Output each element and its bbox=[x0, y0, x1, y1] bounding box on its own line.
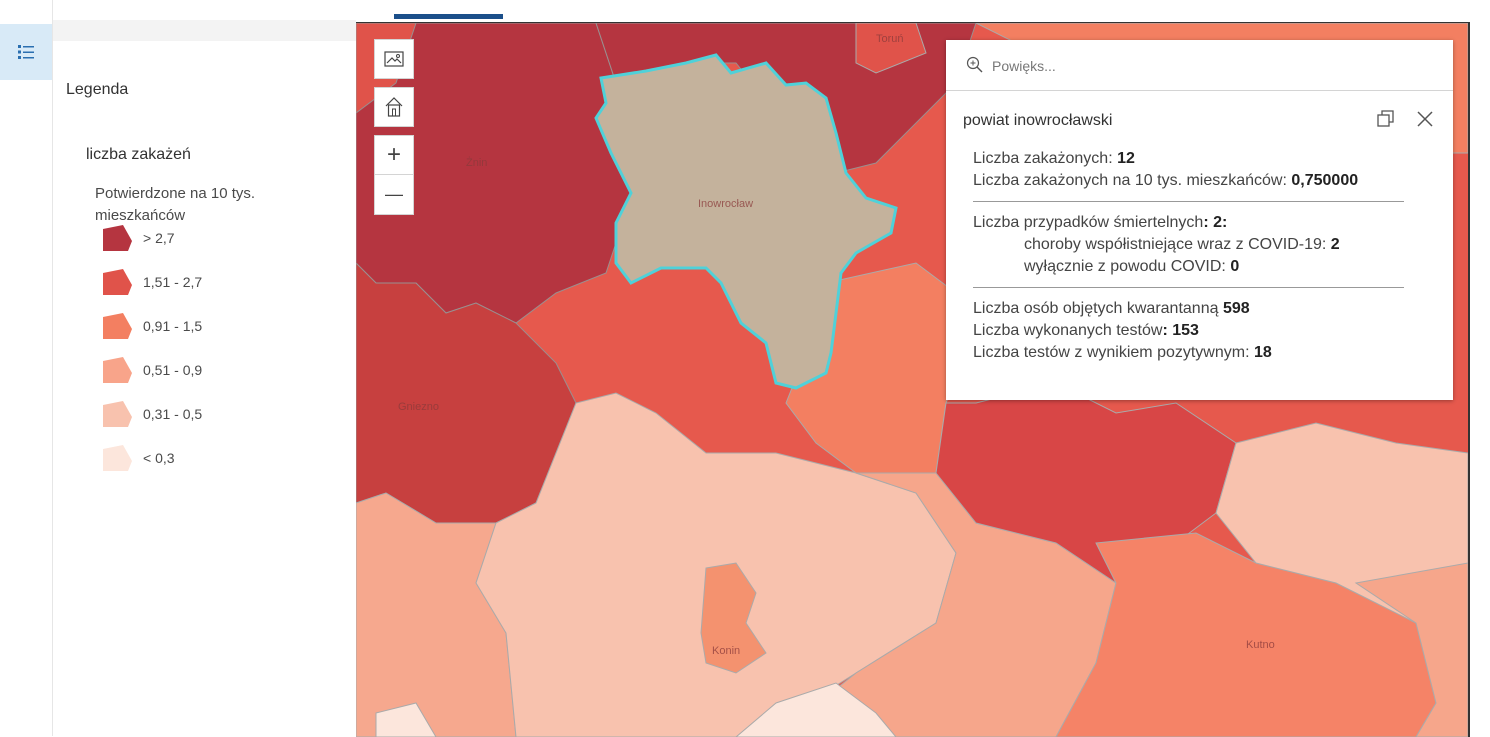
image-icon bbox=[384, 51, 404, 67]
legend-item: < 0,3 bbox=[103, 443, 175, 473]
legend-item: 0,31 - 0,5 bbox=[103, 399, 202, 429]
quarantine-label: Liczba osób objętych kwarantanną bbox=[973, 300, 1219, 317]
comorbid-row: choroby współistniejące wraz z COVID-19:… bbox=[973, 234, 1433, 256]
legend-swatch bbox=[103, 225, 132, 251]
zoom-search-icon bbox=[966, 56, 983, 73]
search-input[interactable] bbox=[990, 52, 1414, 80]
quarantine-row: Liczba osób objętych kwarantanną 598 bbox=[973, 298, 1433, 320]
dock-icon[interactable] bbox=[1375, 108, 1397, 130]
district-torun-city[interactable] bbox=[855, 23, 927, 74]
legend-swatch bbox=[103, 313, 132, 339]
legend-panel: Legenda liczba zakażeń Potwierdzone na 1… bbox=[53, 20, 356, 736]
tests-label: Liczba wykonanych testów bbox=[973, 322, 1163, 339]
infected-per-10k-label: Liczba zakażonych na 10 tys. mieszkańców… bbox=[973, 172, 1287, 189]
divider bbox=[973, 201, 1404, 202]
district-inowroclaw-selected[interactable] bbox=[594, 53, 898, 390]
legend-item-label: 1,51 - 2,7 bbox=[143, 274, 203, 290]
comorbid-value: 2 bbox=[1330, 236, 1340, 253]
infected-label: Liczba zakażonych: bbox=[973, 150, 1113, 167]
legend-swatch bbox=[103, 269, 132, 295]
district-se[interactable] bbox=[1354, 562, 1468, 737]
infected-row: Liczba zakażonych: 12 bbox=[973, 148, 1433, 170]
legend-item: > 2,7 bbox=[103, 223, 175, 253]
basemap-button[interactable] bbox=[374, 39, 414, 79]
district-konin-city[interactable] bbox=[700, 562, 767, 674]
list-icon bbox=[18, 45, 34, 59]
city-label-znin: Żnin bbox=[466, 157, 488, 169]
divider bbox=[973, 287, 1404, 288]
tests-value: : 153 bbox=[1162, 322, 1199, 339]
zoom-in-icon: + bbox=[386, 141, 401, 168]
legend-panel-header-bar bbox=[53, 20, 356, 41]
active-tab-indicator bbox=[394, 14, 503, 19]
positive-tests-value: 18 bbox=[1253, 344, 1272, 361]
legend-item: 0,91 - 1,5 bbox=[103, 311, 202, 341]
city-label-gniezno: Gniezno bbox=[398, 401, 439, 413]
city-label-inowroclaw: Inowrocław bbox=[698, 198, 754, 210]
left-rail bbox=[0, 0, 53, 736]
infected-value: 12 bbox=[1117, 150, 1135, 167]
legend-toggle-button[interactable] bbox=[0, 24, 52, 80]
positive-tests-label: Liczba testów z wynikiem pozytywnym: bbox=[973, 344, 1250, 361]
legend-item-label: 0,31 - 0,5 bbox=[143, 406, 203, 422]
infected-per-10k-row: Liczba zakażonych na 10 tys. mieszkańców… bbox=[973, 170, 1433, 192]
zoom-out-button[interactable]: — bbox=[374, 175, 414, 215]
comorbid-label: choroby współistniejące wraz z COVID-19: bbox=[1024, 236, 1327, 253]
covid-only-label: wyłącznie z powodu COVID: bbox=[1024, 258, 1226, 275]
district-sw-small[interactable] bbox=[375, 702, 437, 737]
legend-item: 0,51 - 0,9 bbox=[103, 355, 202, 385]
legend-swatch bbox=[103, 401, 132, 427]
map-toolbar: + — bbox=[374, 39, 414, 215]
city-label-torun: Toruń bbox=[876, 33, 904, 45]
feature-popup: powiat inowrocławski Liczba zakażonych: … bbox=[946, 40, 1453, 400]
legend-item-label: 0,91 - 1,5 bbox=[143, 318, 203, 334]
popup-content: Liczba zakażonych: 12 Liczba zakażonych … bbox=[973, 148, 1433, 364]
popup-title: powiat inowrocławski bbox=[963, 112, 1113, 129]
district-turek[interactable] bbox=[735, 682, 897, 737]
legend-field-description: Potwierdzone na 10 tys. mieszkańców bbox=[95, 185, 256, 224]
district-sw[interactable] bbox=[356, 492, 517, 737]
legend-swatch bbox=[103, 445, 132, 471]
legend-item: 1,51 - 2,7 bbox=[103, 267, 202, 297]
legend-item-label: 0,51 - 0,9 bbox=[143, 362, 203, 378]
city-label-konin: Konin bbox=[712, 645, 741, 657]
zoom-in-button[interactable]: + bbox=[374, 135, 414, 175]
legend-title: Legenda bbox=[66, 81, 129, 98]
legend-swatch bbox=[103, 357, 132, 383]
covid-only-row: wyłącznie z powodu COVID: 0 bbox=[973, 256, 1433, 278]
search-bar bbox=[946, 40, 1453, 91]
deaths-value: : 2: bbox=[1203, 214, 1228, 231]
home-button[interactable] bbox=[374, 87, 414, 127]
legend-item-label: < 0,3 bbox=[143, 450, 175, 466]
deaths-label: Liczba przypadków śmiertelnych bbox=[973, 214, 1204, 231]
tests-row: Liczba wykonanych testów: 153 bbox=[973, 320, 1433, 342]
deaths-row: Liczba przypadków śmiertelnych: 2: bbox=[973, 212, 1433, 234]
zoom-out-icon: — bbox=[385, 184, 403, 204]
legend-layer-title: liczba zakażeń bbox=[86, 146, 191, 163]
positive-tests-row: Liczba testów z wynikiem pozytywnym: 18 bbox=[973, 342, 1433, 364]
legend-item-label: > 2,7 bbox=[143, 230, 175, 246]
city-label-kutno: Kutno bbox=[1246, 639, 1275, 651]
infected-per-10k-value: 0,750000 bbox=[1291, 172, 1359, 189]
close-icon[interactable] bbox=[1414, 108, 1436, 130]
home-icon bbox=[385, 97, 403, 117]
quarantine-value: 598 bbox=[1222, 300, 1250, 317]
covid-only-value: 0 bbox=[1230, 258, 1240, 275]
